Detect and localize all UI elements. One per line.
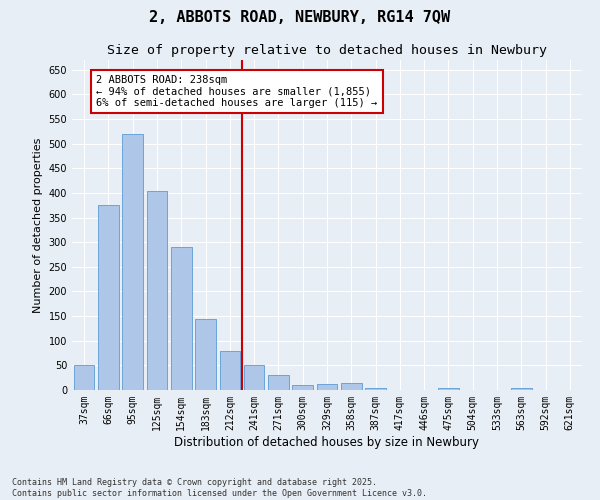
Bar (268, 375, 289, 390)
Bar (438, 388, 459, 390)
Bar (122, 134, 143, 390)
Bar (511, 388, 532, 390)
Bar (220, 350, 240, 390)
Y-axis label: Number of detached properties: Number of detached properties (33, 138, 43, 312)
Bar (341, 382, 362, 390)
Bar (365, 388, 386, 390)
Bar (244, 366, 265, 390)
X-axis label: Distribution of detached houses by size in Newbury: Distribution of detached houses by size … (175, 436, 479, 448)
Bar (146, 190, 167, 390)
Bar (317, 384, 337, 390)
Text: Contains HM Land Registry data © Crown copyright and database right 2025.
Contai: Contains HM Land Registry data © Crown c… (12, 478, 427, 498)
Text: 2 ABBOTS ROAD: 238sqm
← 94% of detached houses are smaller (1,855)
6% of semi-de: 2 ABBOTS ROAD: 238sqm ← 94% of detached … (96, 75, 377, 108)
Bar (171, 247, 191, 390)
Bar (98, 206, 119, 390)
Bar (195, 318, 216, 390)
Bar (292, 385, 313, 390)
Title: Size of property relative to detached houses in Newbury: Size of property relative to detached ho… (107, 44, 547, 58)
Text: 2, ABBOTS ROAD, NEWBURY, RG14 7QW: 2, ABBOTS ROAD, NEWBURY, RG14 7QW (149, 10, 451, 25)
Bar (74, 366, 94, 390)
